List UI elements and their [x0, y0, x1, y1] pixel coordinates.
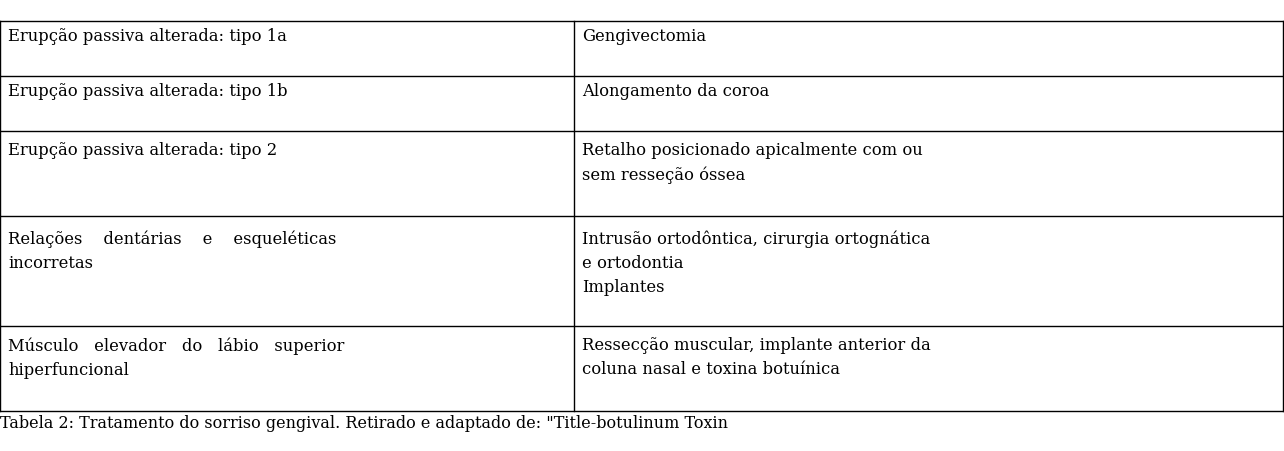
Text: Alongamento da coroa: Alongamento da coroa [582, 83, 769, 100]
Text: Músculo   elevador   do   lábio   superior
hiperfuncional: Músculo elevador do lábio superior hiper… [8, 337, 344, 379]
Text: Relações    dentárias    e    esqueléticas
incorretas: Relações dentárias e esqueléticas incorr… [8, 230, 336, 272]
Text: Retalho posicionado apicalmente com ou
sem resseção óssea: Retalho posicionado apicalmente com ou s… [582, 142, 923, 184]
Text: Erupção passiva alterada: tipo 2: Erupção passiva alterada: tipo 2 [8, 142, 277, 159]
Text: Intrusão ortodôntica, cirurgia ortognática
e ortodontia
Implantes: Intrusão ortodôntica, cirurgia ortognáti… [582, 230, 930, 296]
Text: Erupção passiva alterada: tipo 1b: Erupção passiva alterada: tipo 1b [8, 83, 288, 100]
Text: Erupção passiva alterada: tipo 1a: Erupção passiva alterada: tipo 1a [8, 28, 286, 45]
Text: Tabela 2: Tratamento do sorriso gengival. Retirado e adaptado de: "Title-botulin: Tabela 2: Tratamento do sorriso gengival… [0, 415, 728, 432]
Text: Ressecção muscular, implante anterior da
coluna nasal e toxina botuínica: Ressecção muscular, implante anterior da… [582, 337, 931, 378]
Text: Gengivectomia: Gengivectomia [582, 28, 706, 45]
